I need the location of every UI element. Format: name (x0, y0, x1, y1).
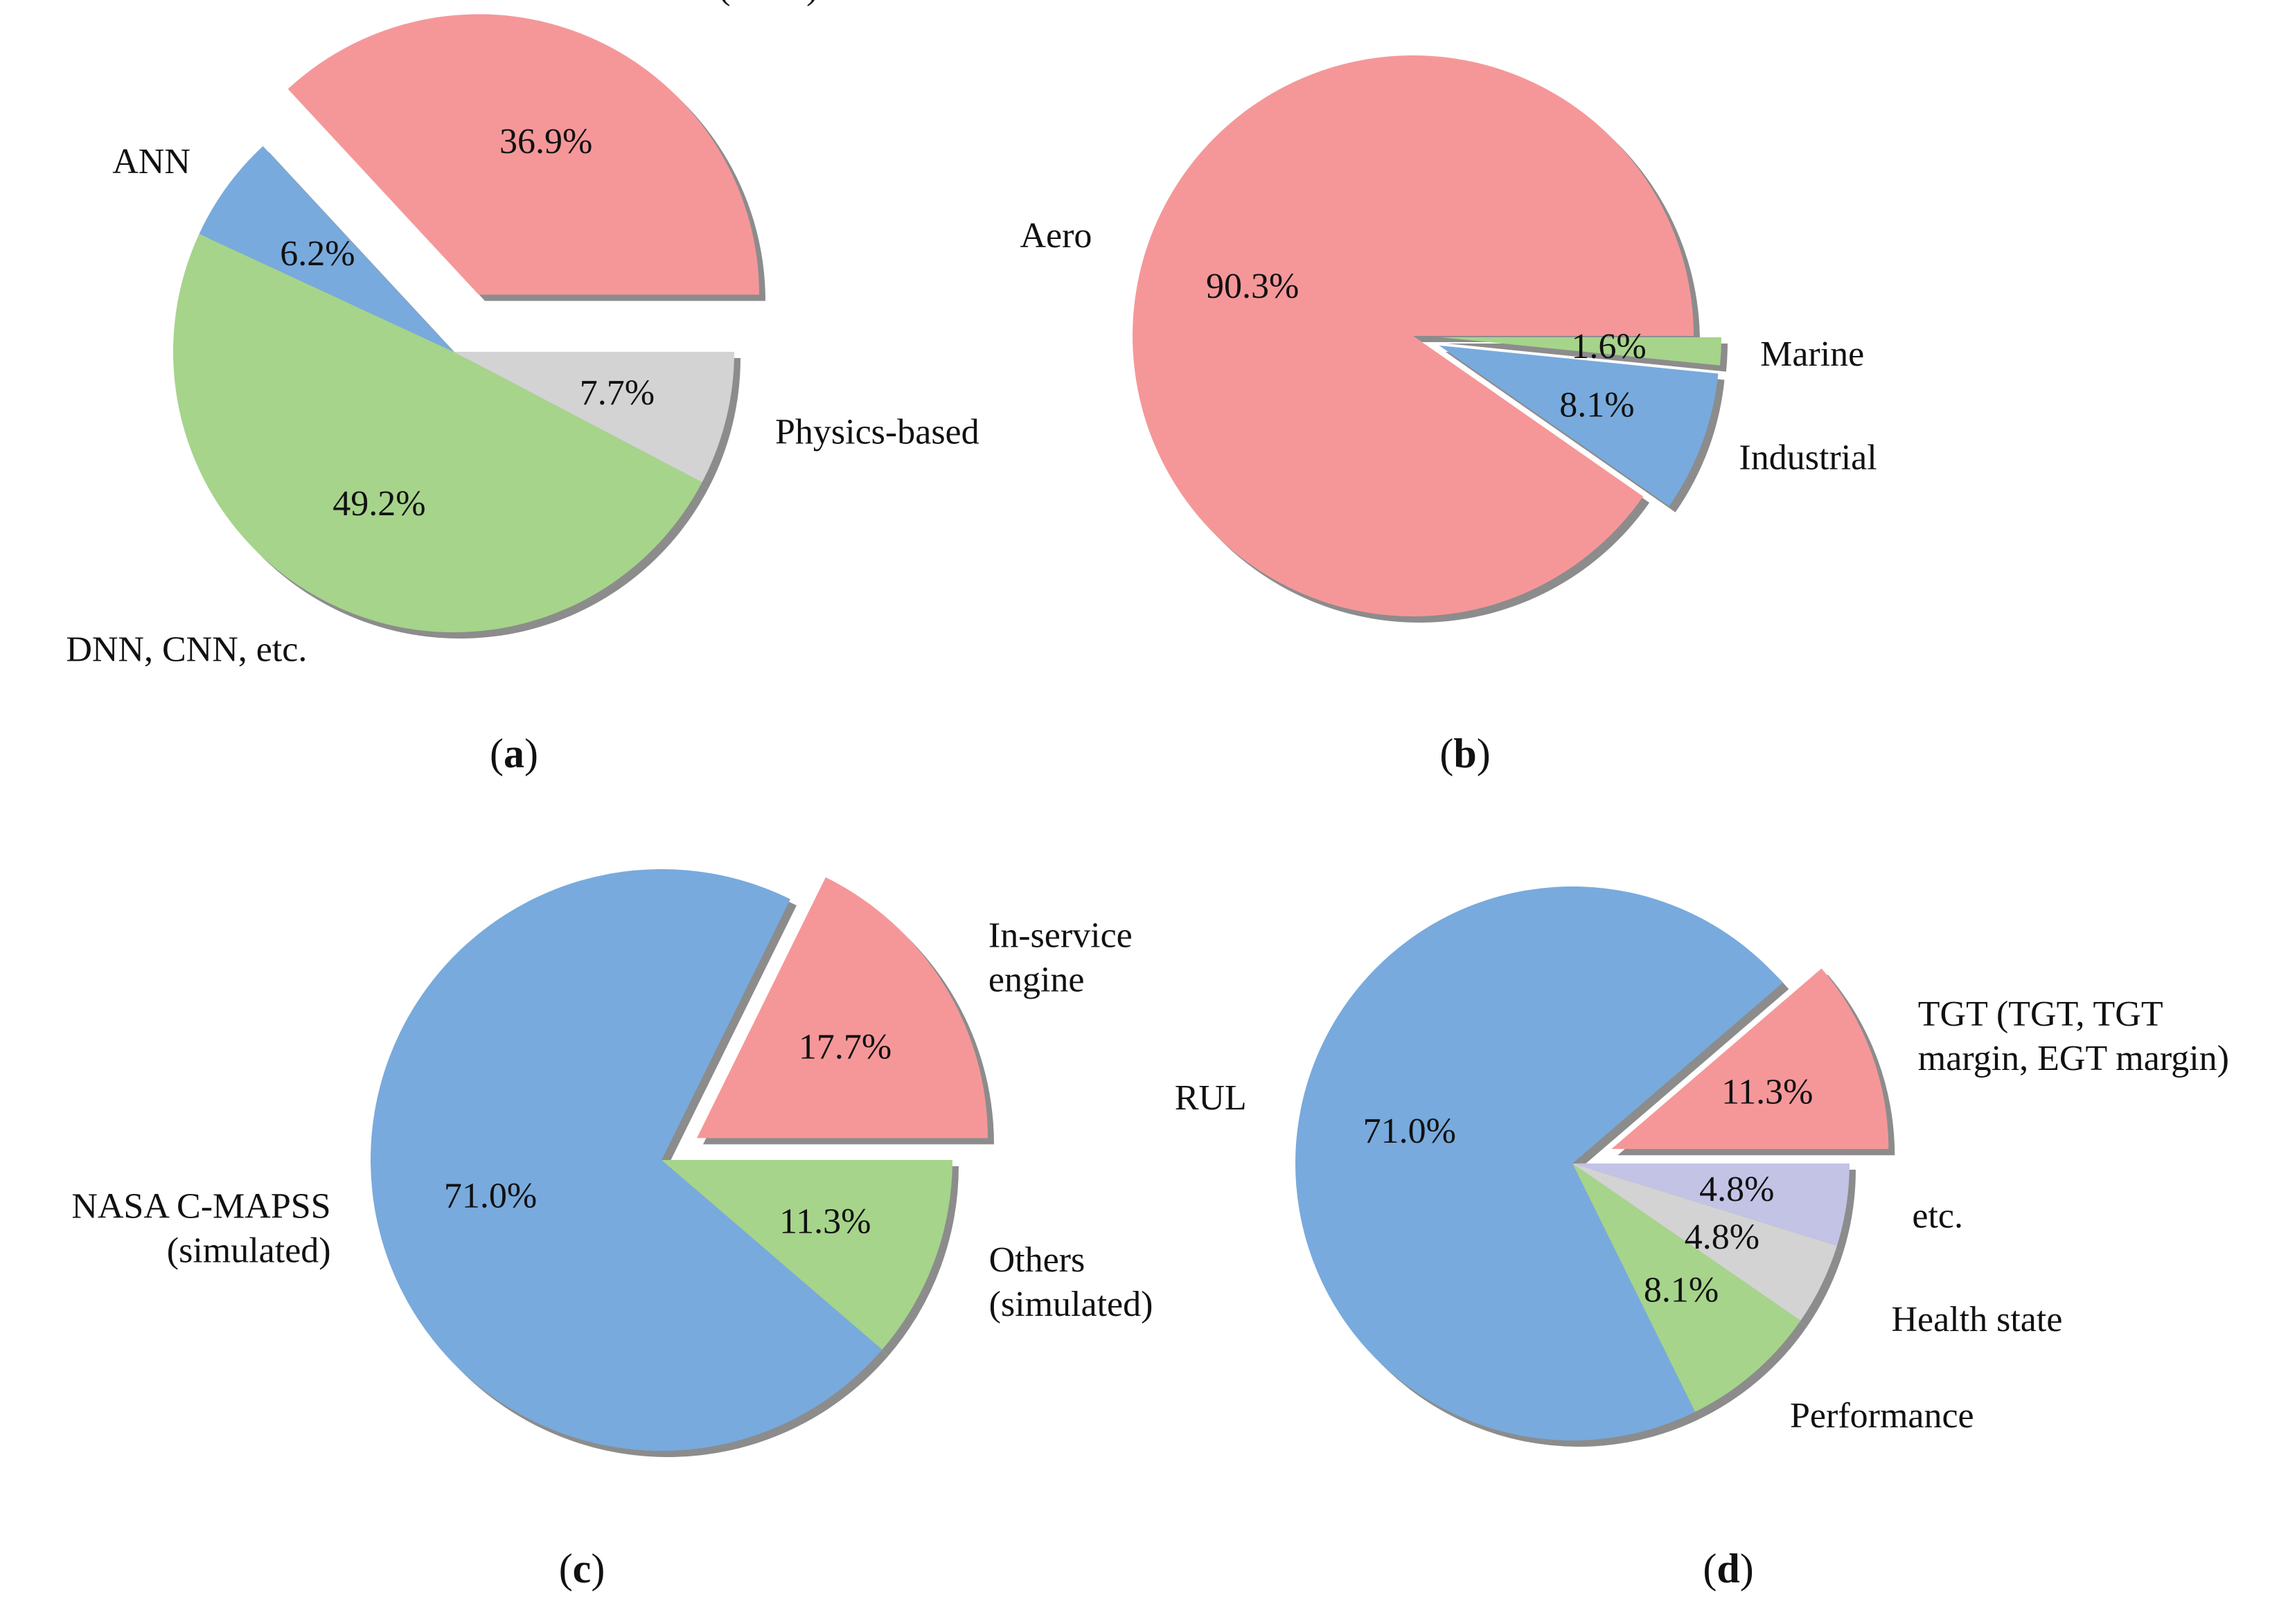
pie-b-pct-0: 90.3% (1206, 267, 1299, 306)
pie-a-slice-2 (173, 233, 702, 632)
pie-d-label-4: etc. (1912, 1197, 1963, 1236)
pie-d-pct-4: 4.8% (1699, 1170, 1774, 1209)
pie-d-pct-2: 8.1% (1644, 1271, 1719, 1310)
caption-letter: c (573, 1546, 592, 1591)
panel-caption-d: (d) (1703, 1546, 1753, 1591)
pie-c-slice-0 (696, 877, 988, 1139)
pie-a-label-1: ANN (112, 142, 190, 181)
pie-c-slice-2 (662, 1160, 952, 1350)
pie-d-pct-1: 71.0% (1363, 1112, 1456, 1151)
caption-letter: d (1717, 1546, 1739, 1591)
pie-c-pct-2: 11.3% (779, 1202, 871, 1242)
pie-a-label-3: Physics-based (775, 413, 979, 452)
pie-b-pct-2: 1.6% (1571, 327, 1646, 366)
pie-d-slice-0 (1611, 968, 1889, 1150)
pie-b-slice-1 (1439, 345, 1719, 506)
caption-letter: a (504, 731, 524, 776)
pie-c-label-0-line-0: In-service (988, 916, 1133, 956)
pie-a-pct-1: 6.2% (280, 234, 355, 274)
pie-d-label-0-line-1: margin, EGT margin) (1918, 1039, 2229, 1078)
pie-chart-c: 17.7% 71.0% 11.3% In-service engine NASA C-MA… (71, 868, 1153, 1591)
pie-a-label-0: LSTM (RNN) (613, 0, 818, 7)
pie-a-label-2: DNN, CNN, etc. (66, 630, 307, 670)
pie-c-label-2-line-1: (simulated) (989, 1285, 1153, 1324)
pie-d-label-2: Performance (1790, 1396, 1974, 1436)
pie-c-slice-1 (370, 868, 883, 1451)
pie-a-pct-0: 36.9% (499, 122, 592, 161)
pie-c-label-2-line-0: Others (989, 1240, 1085, 1280)
pie-b-label-0: Aero (1020, 216, 1092, 256)
panel-caption-b: (b) (1439, 731, 1490, 776)
pie-d-slice-3 (1572, 1163, 1837, 1321)
panel-caption-c: (c) (559, 1546, 605, 1591)
pie-b-pct-1: 8.1% (1559, 385, 1634, 425)
caption-close-paren: ) (591, 1546, 605, 1591)
pie-chart-d: 11.3% 71.0% 8.1% 4.8% 4.8% TGT (TGT, TGT margi… (1175, 886, 2229, 1591)
pie-a-pct-3: 7.7% (580, 373, 655, 413)
pie-c-label-1-line-0: NASA C-MAPSS (71, 1186, 330, 1226)
caption-close-paren: ) (524, 731, 538, 776)
caption-open-paren: ( (1439, 731, 1453, 776)
pie-d-pct-0: 11.3% (1721, 1073, 1813, 1112)
pie-a-slice-3 (454, 352, 735, 483)
pie-c-label-0-line-1: engine (988, 961, 1085, 1000)
caption-close-paren: ) (1477, 731, 1491, 776)
pie-b-label-1: Industrial (1739, 438, 1877, 477)
panel-caption-a: (a) (490, 731, 538, 776)
pie-b-label-2: Marine (1760, 334, 1864, 374)
pie-c-pct-1: 71.0% (444, 1176, 537, 1215)
pie-b-slice-0 (1133, 55, 1694, 617)
caption-open-paren: ( (559, 1546, 573, 1591)
pie-d-pct-3: 4.8% (1685, 1217, 1759, 1257)
pie-d-slice-2 (1572, 1163, 1801, 1412)
pie-a-slice-1 (199, 146, 454, 352)
pie-d-slice-4 (1572, 1163, 1850, 1246)
pie-d-label-0-line-0: TGT (TGT, TGT (1918, 994, 2163, 1034)
pie-d-label-1: RUL (1175, 1078, 1247, 1118)
pie-d-slice-1 (1295, 886, 1783, 1441)
pie-b-slice-2 (1440, 337, 1721, 366)
pie-c-pct-0: 17.7% (799, 1027, 892, 1067)
caption-close-paren: ) (1740, 1546, 1754, 1591)
pie-a-slice-0 (287, 14, 759, 295)
caption-letter: b (1453, 731, 1476, 776)
pie-chart-b: 90.3% 8.1% 1.6% Aero Industrial Marine (b) (1020, 55, 1877, 776)
caption-open-paren: ( (1703, 1546, 1717, 1591)
pie-chart-a: 36.9% 6.2% 49.2% 7.7% LSTM (RNN) ANN DNN, CNN,… (66, 0, 979, 776)
pie-c-label-1-line-1: (simulated) (167, 1231, 331, 1270)
pie-a-pct-2: 49.2% (332, 484, 425, 524)
caption-open-paren: ( (490, 731, 504, 776)
pie-d-label-3: Health state (1892, 1300, 2063, 1339)
